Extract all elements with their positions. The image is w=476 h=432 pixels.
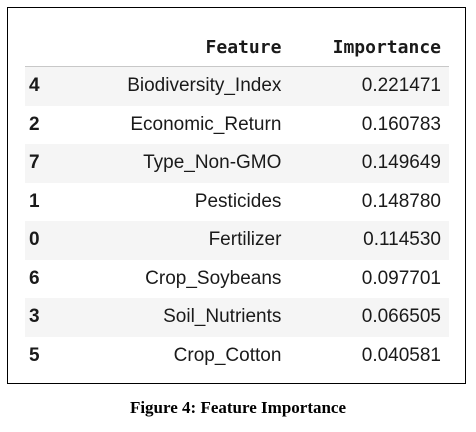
feature-cell: Biodiversity_Index (67, 66, 290, 106)
feature-cell: Economic_Return (130, 113, 282, 135)
importance-column-header: Importance (289, 29, 449, 67)
importance-cell: 0.040581 (361, 344, 441, 366)
feature-cell: Crop_Cotton (173, 344, 282, 366)
table-row: 0 Fertilizer 0.114530 (25, 221, 449, 260)
feature-importance-table: Feature Importance 4 Biodiversity_Index … (25, 29, 449, 375)
figure-caption: Figure 4: Feature Importance (129, 398, 347, 417)
importance-cell: 0.160783 (361, 113, 441, 135)
feature-cell: Crop_Soybeans (145, 267, 282, 289)
row-index: 7 (25, 144, 67, 183)
feature-cell: Pesticides (194, 190, 282, 212)
feature-cell: Soil_Nutrients (67, 298, 290, 337)
row-index: 2 (29, 113, 40, 135)
table-row: 6 Crop_Soybeans 0.097701 (25, 260, 449, 299)
row-index: 6 (29, 267, 40, 289)
importance-cell: 0.114530 (289, 221, 449, 260)
header-row: Feature Importance (25, 29, 449, 67)
table-frame: Feature Importance 4 Biodiversity_Index … (7, 7, 466, 384)
table-row: 5 Crop_Cotton 0.040581 (25, 337, 449, 376)
feature-cell: Fertilizer (67, 221, 290, 260)
table-row: 1 Pesticides 0.148780 (25, 183, 449, 222)
feature-cell: Type_Non-GMO (67, 144, 290, 183)
importance-cell: 0.221471 (289, 66, 449, 106)
table-row: 2 Economic_Return 0.160783 (25, 106, 449, 145)
row-index: 4 (25, 66, 67, 106)
row-index: 3 (25, 298, 67, 337)
row-index: 0 (25, 221, 67, 260)
index-column-header (25, 29, 67, 67)
table-row: 7 Type_Non-GMO 0.149649 (25, 144, 449, 183)
importance-cell: 0.066505 (289, 298, 449, 337)
importance-cell: 0.097701 (361, 267, 441, 289)
row-index: 1 (29, 190, 40, 212)
table-row: 3 Soil_Nutrients 0.066505 (25, 298, 449, 337)
table-row: 4 Biodiversity_Index 0.221471 (25, 66, 449, 106)
row-index: 5 (29, 344, 40, 366)
importance-cell: 0.148780 (361, 190, 441, 212)
feature-column-header: Feature (67, 29, 290, 67)
importance-cell: 0.149649 (289, 144, 449, 183)
